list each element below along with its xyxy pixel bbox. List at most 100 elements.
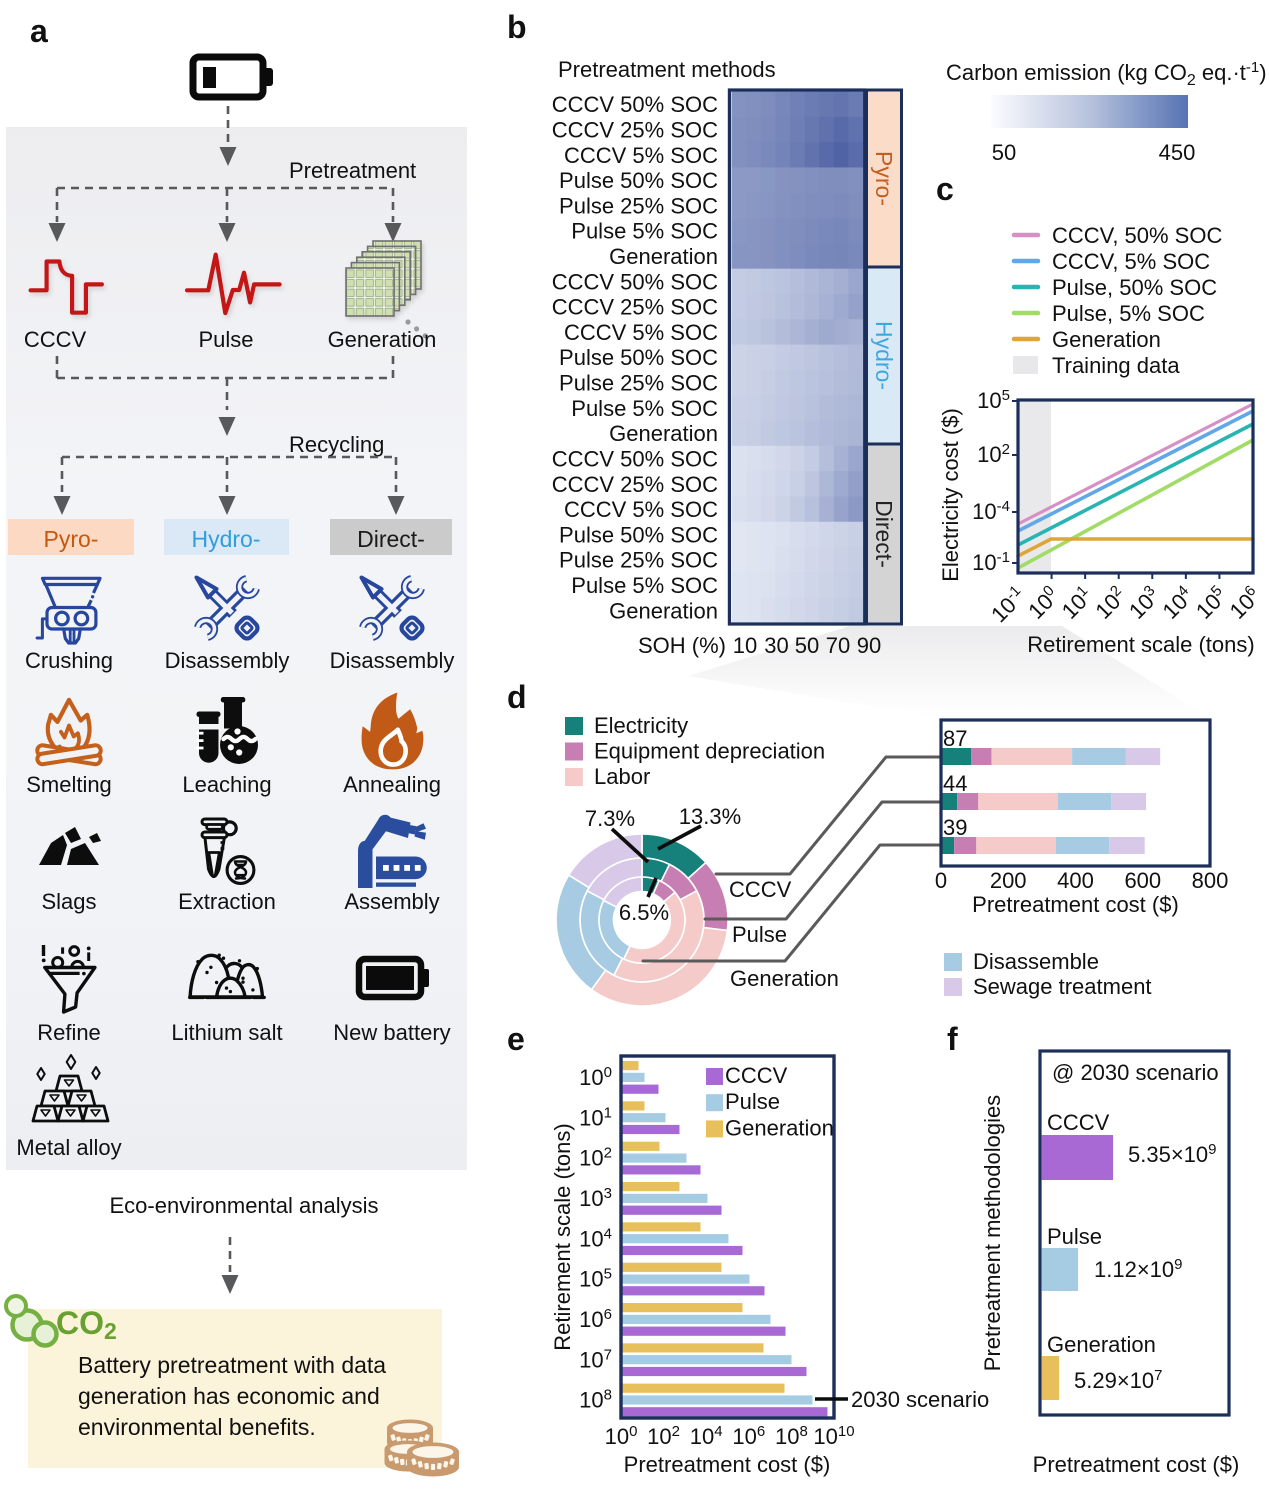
svg-text:1.12×109: 1.12×109	[1094, 1256, 1182, 1282]
svg-text:Hydro-: Hydro-	[191, 526, 260, 552]
svg-text:800: 800	[1192, 868, 1229, 893]
svg-text:Pyro-: Pyro-	[44, 526, 99, 552]
svg-text:Pulse 50% SOC: Pulse 50% SOC	[559, 168, 718, 193]
svg-text:CCCV 5% SOC: CCCV 5% SOC	[564, 320, 718, 345]
svg-text:5.35×109: 5.35×109	[1128, 1141, 1216, 1167]
svg-text:Pulse, 5% SOC: Pulse, 5% SOC	[1052, 301, 1205, 326]
svg-text:Refine: Refine	[37, 1020, 101, 1045]
svg-text:CCCV, 5% SOC: CCCV, 5% SOC	[1052, 249, 1210, 274]
svg-text:Pretreatment cost ($): Pretreatment cost ($)	[624, 1452, 831, 1477]
svg-text:Pulse, 50% SOC: Pulse, 50% SOC	[1052, 275, 1217, 300]
svg-text:13.3%: 13.3%	[679, 804, 741, 829]
svg-text:Pulse: Pulse	[1047, 1224, 1102, 1249]
svg-text:CCCV 50% SOC: CCCV 50% SOC	[552, 92, 718, 117]
svg-text:Generation: Generation	[609, 244, 718, 269]
svg-text:Direct-: Direct-	[357, 526, 425, 552]
svg-text:New battery: New battery	[333, 1020, 450, 1045]
svg-text:Sewage treatment: Sewage treatment	[973, 974, 1152, 999]
svg-text:Retirement scale (tons): Retirement scale (tons)	[1027, 632, 1254, 657]
svg-text:d: d	[507, 679, 527, 715]
svg-text:Eco-environmental analysis: Eco-environmental analysis	[109, 1193, 378, 1218]
svg-text:Electricity cost ($): Electricity cost ($)	[938, 408, 963, 582]
svg-text:Pretreatment: Pretreatment	[289, 158, 416, 183]
svg-text:70: 70	[826, 633, 850, 658]
svg-text:44: 44	[943, 771, 967, 796]
svg-text:Leaching: Leaching	[182, 772, 271, 797]
svg-text:450: 450	[1159, 140, 1196, 165]
svg-text:Pulse: Pulse	[732, 922, 787, 947]
svg-text:CCCV: CCCV	[725, 1063, 788, 1088]
svg-text:Generation: Generation	[730, 966, 839, 991]
svg-text:600: 600	[1124, 868, 1161, 893]
svg-text:Generation: Generation	[1047, 1332, 1156, 1357]
svg-text:Smelting: Smelting	[26, 772, 112, 797]
svg-text:Carbon emission (kg CO2 eq.·t-: Carbon emission (kg CO2 eq.·t-1)	[946, 59, 1267, 89]
svg-text:b: b	[507, 9, 527, 45]
svg-text:10: 10	[733, 633, 757, 658]
svg-text:6.5%: 6.5%	[619, 900, 669, 925]
svg-text:Pulse 25% SOC: Pulse 25% SOC	[559, 548, 718, 573]
svg-text:CCCV 5% SOC: CCCV 5% SOC	[564, 497, 718, 522]
svg-text:Extraction: Extraction	[178, 889, 276, 914]
svg-text:200: 200	[990, 868, 1027, 893]
svg-text:Disassembly: Disassembly	[330, 648, 455, 673]
svg-text:CCCV 50% SOC: CCCV 50% SOC	[552, 269, 718, 294]
svg-text:Pulse 5% SOC: Pulse 5% SOC	[571, 219, 718, 244]
svg-text:50: 50	[992, 140, 1016, 165]
svg-text:CCCV 25% SOC: CCCV 25% SOC	[552, 295, 718, 320]
svg-text:87: 87	[943, 726, 967, 751]
svg-text:Generation: Generation	[609, 421, 718, 446]
svg-text:Pretreatment methods: Pretreatment methods	[558, 57, 776, 82]
svg-text:Annealing: Annealing	[343, 772, 441, 797]
svg-text:7.3%: 7.3%	[585, 806, 635, 831]
svg-text:f: f	[947, 1021, 958, 1057]
svg-text:Pulse 25% SOC: Pulse 25% SOC	[559, 193, 718, 218]
svg-text:Pulse: Pulse	[198, 327, 253, 352]
svg-text:Metal alloy: Metal alloy	[16, 1135, 121, 1160]
svg-text:CCCV, 50% SOC: CCCV, 50% SOC	[1052, 223, 1222, 248]
svg-text:Direct-: Direct-	[871, 500, 897, 568]
svg-text:Assembly: Assembly	[344, 889, 439, 914]
svg-text:400: 400	[1057, 868, 1094, 893]
svg-text:Generation: Generation	[725, 1115, 834, 1140]
svg-text:Pretreatment cost ($): Pretreatment cost ($)	[1033, 1452, 1240, 1477]
svg-text:CCCV: CCCV	[729, 877, 792, 902]
svg-text:5.29×107: 5.29×107	[1074, 1367, 1162, 1393]
svg-text:Equipment depreciation: Equipment depreciation	[594, 739, 825, 764]
svg-text:SOH (%): SOH (%)	[638, 633, 726, 658]
svg-text:Electricity: Electricity	[594, 713, 688, 738]
svg-text:Pretreatment methodologies: Pretreatment methodologies	[980, 1095, 1005, 1371]
svg-text:30: 30	[764, 633, 788, 658]
svg-text:e: e	[507, 1021, 525, 1057]
svg-text:Pulse 50% SOC: Pulse 50% SOC	[559, 345, 718, 370]
svg-text:generation has economic and: generation has economic and	[78, 1383, 380, 1409]
svg-text:CCCV: CCCV	[24, 327, 87, 352]
svg-text:environmental benefits.: environmental benefits.	[78, 1414, 316, 1440]
svg-text:Pulse 5% SOC: Pulse 5% SOC	[571, 573, 718, 598]
svg-text:c: c	[936, 171, 954, 207]
svg-text:Generation: Generation	[328, 327, 437, 352]
svg-text:CCCV 50% SOC: CCCV 50% SOC	[552, 447, 718, 472]
svg-text:Lithium salt: Lithium salt	[171, 1020, 282, 1045]
svg-text:Pulse 50% SOC: Pulse 50% SOC	[559, 522, 718, 547]
svg-text:Generation: Generation	[609, 598, 718, 623]
svg-text:Disassembly: Disassembly	[165, 648, 290, 673]
svg-text:CCCV 25% SOC: CCCV 25% SOC	[552, 118, 718, 143]
svg-text:50: 50	[795, 633, 819, 658]
svg-text:0: 0	[935, 868, 947, 893]
svg-text:CCCV 5% SOC: CCCV 5% SOC	[564, 143, 718, 168]
svg-text:Generation: Generation	[1052, 327, 1161, 352]
svg-text:39: 39	[943, 815, 967, 840]
svg-text:Training data: Training data	[1052, 353, 1180, 378]
svg-text:Pulse 5% SOC: Pulse 5% SOC	[571, 396, 718, 421]
svg-text:Retirement scale (tons): Retirement scale (tons)	[550, 1123, 575, 1350]
svg-text:Pulse: Pulse	[725, 1089, 780, 1114]
svg-text:Crushing: Crushing	[25, 648, 113, 673]
svg-text:Disassemble: Disassemble	[973, 949, 1099, 974]
svg-text:Pyro-: Pyro-	[871, 151, 897, 206]
svg-text:CCCV 25% SOC: CCCV 25% SOC	[552, 472, 718, 497]
svg-text:Recycling: Recycling	[289, 432, 384, 457]
svg-text:Pulse 25% SOC: Pulse 25% SOC	[559, 371, 718, 396]
svg-text:a: a	[30, 13, 48, 49]
svg-text:Battery pretreatment with data: Battery pretreatment with data	[78, 1352, 386, 1378]
